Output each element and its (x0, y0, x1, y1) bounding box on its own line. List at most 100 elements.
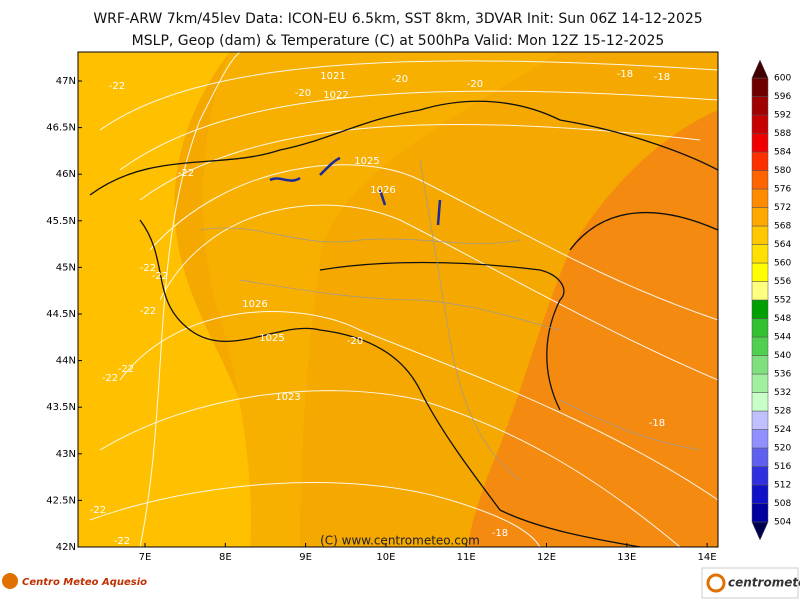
colorbar-box (751, 170, 769, 190)
colorbar-label: 512 (774, 481, 791, 491)
borders (89, 100, 718, 547)
colorbar-top-arrow (751, 59, 769, 79)
header-line1: WRF-ARW 7km/45lev Data: ICON-EU 6.5km, S… (93, 11, 702, 27)
map-field (78, 52, 718, 547)
colorbar-label: 520 (774, 444, 791, 454)
colorbar-label: 572 (774, 203, 791, 213)
contour-label: -22 (178, 168, 194, 179)
colorbar-label: 508 (774, 499, 791, 509)
lon-label: 8E (219, 552, 232, 563)
lakes (269, 156, 442, 226)
contour-labels: 1021 -20 -20-18 -18-22-20 102210251026-22-22… (90, 69, 670, 547)
contour-label: -22 (114, 536, 130, 547)
contour-label: -22 (90, 505, 106, 516)
colorbar-label: 584 (774, 148, 791, 158)
contour-label: 1021 (320, 71, 345, 82)
colorbar-label: 524 (774, 425, 791, 435)
colorbar-box (751, 96, 769, 116)
provinces (199, 159, 701, 481)
colorbar-label: 540 (774, 351, 791, 361)
lat-label: 47N (56, 76, 76, 87)
colorbar-box (751, 114, 769, 134)
temp-field-orange (468, 110, 718, 547)
colorbar-box (751, 151, 769, 171)
contour-label: 1025 (259, 333, 284, 344)
right-logo-box (701, 567, 799, 599)
contour-label: 1025 (354, 156, 379, 167)
colorbar-label: 576 (774, 185, 791, 195)
lat-label: 46N (56, 169, 76, 180)
colorbar-box (751, 466, 769, 486)
lat-label: 42.5N (46, 495, 76, 506)
contour-label: 1026 (242, 299, 267, 310)
colorbar-box (751, 355, 769, 375)
map-frame (77, 51, 719, 548)
right-logo-icon (706, 573, 726, 593)
contour-label: -22 (118, 364, 134, 375)
contour-label: -22 (152, 271, 168, 282)
lon-label: 12E (537, 552, 556, 563)
contour-label: -22 (140, 263, 156, 274)
colorbar-box (751, 410, 769, 430)
temp-field-light (203, 52, 560, 547)
lat-label: 44.5N (46, 309, 76, 320)
colorbar-box (751, 318, 769, 338)
contour-label: -18 (617, 69, 633, 80)
lon-label: 11E (457, 552, 476, 563)
colorbar-box (751, 503, 769, 523)
colorbar-box (751, 299, 769, 319)
contour-label: 1022 (323, 90, 348, 101)
colorbar-box (751, 262, 769, 282)
colorbar-box (751, 133, 769, 153)
colorbar-box (751, 484, 769, 504)
lat-label: 44N (56, 356, 76, 367)
contour-label: -18 (654, 72, 670, 83)
axes: 47N 46.5N 46N 45.5N 45N 44.5N 44N 43.5N 43N 42.5N… (46, 76, 716, 563)
colorbar-label: 564 (774, 240, 791, 250)
contour-label: -20 (295, 88, 311, 99)
lon-label: 9E (299, 552, 312, 563)
colorbar-label: 532 (774, 388, 791, 398)
contour-label: -22 (109, 81, 125, 92)
contours (89, 52, 718, 547)
colorbar-box (751, 336, 769, 356)
colorbar-box (751, 373, 769, 393)
colorbar-label: 592 (774, 111, 791, 121)
colorbar-label: 580 (774, 166, 791, 176)
lat-label: 45.5N (46, 216, 76, 227)
contour-label: -18 (649, 418, 665, 429)
lon-label: 7E (139, 552, 152, 563)
colorbar-label: 596 (774, 92, 791, 102)
colorbar-label: 504 (774, 518, 791, 528)
colorbar-label: 600 (774, 74, 791, 84)
colorbar-box (751, 77, 769, 97)
lat-label: 43.5N (46, 402, 76, 413)
colorbar: 504 508 512 516 520 524 528 532 536 540 544 548 552 5… (751, 59, 791, 541)
header-line2: MSLP, Geop (dam) & Temperature (C) at 50… (132, 33, 665, 49)
colorbar-label: 556 (774, 277, 791, 287)
contour-label: -22 (140, 306, 156, 317)
lat-label: 45N (56, 262, 76, 273)
colorbar-label: 548 (774, 314, 791, 324)
colorbar-label: 568 (774, 222, 791, 232)
right-logo: centrometeo (728, 576, 800, 590)
lon-label: 14E (698, 552, 717, 563)
colorbar-label: 560 (774, 259, 791, 269)
contour-label: -20 (392, 74, 408, 85)
colorbar-box (751, 244, 769, 264)
colorbar-box (751, 392, 769, 412)
contour-label: -20 (347, 336, 363, 347)
colorbar-label: 528 (774, 407, 791, 417)
lat-label: 43N (56, 449, 76, 460)
colorbar-label: 516 (774, 462, 791, 472)
colorbar-label: 552 (774, 296, 791, 306)
colorbar-label: 588 (774, 129, 791, 139)
contour-label: 1026 (370, 185, 395, 196)
contour-label: -18 (492, 528, 508, 539)
colorbar-label: 544 (774, 333, 791, 343)
lon-label: 10E (376, 552, 395, 563)
colorbar-box (751, 429, 769, 449)
lat-label: 46.5N (46, 123, 76, 134)
left-logo: Centro Meteo Aquesio (22, 577, 147, 588)
